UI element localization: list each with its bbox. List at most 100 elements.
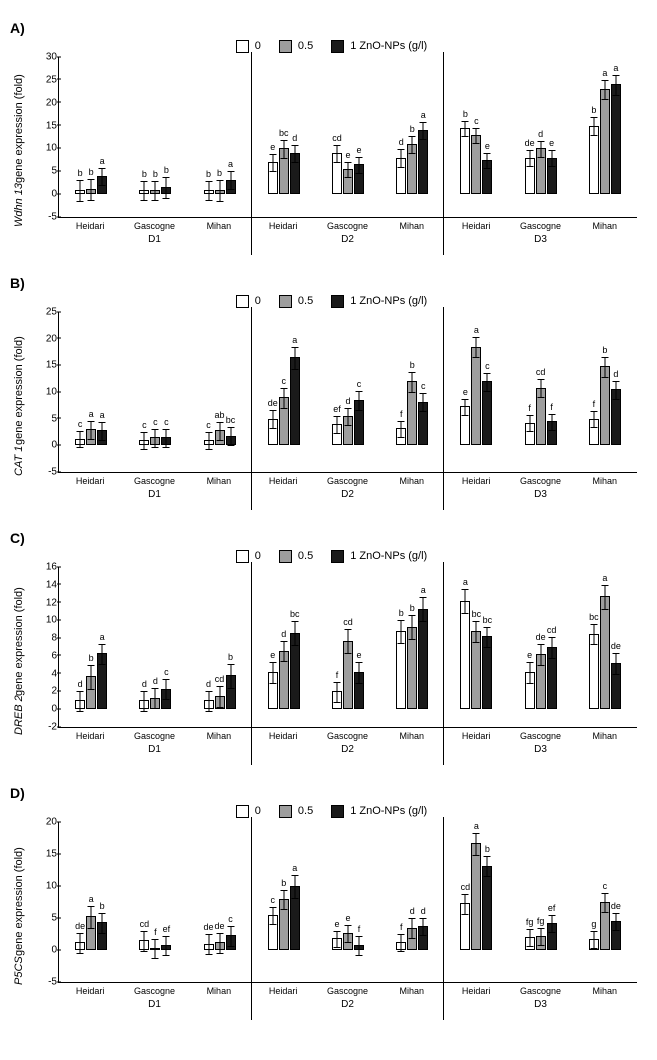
error-bar [465, 894, 466, 914]
bar: b [215, 190, 225, 195]
y-tick: 8 [29, 633, 57, 644]
sig-letter: de [75, 921, 85, 931]
x-label: Mihan [380, 473, 444, 486]
x-label: Heidari [251, 218, 315, 231]
error-bar [336, 682, 337, 703]
legend-item: 0.5 [273, 550, 313, 562]
bar-group: eef [316, 822, 380, 982]
bar: c [268, 915, 278, 950]
bar: a [290, 357, 300, 445]
x-label: Gascogne [122, 728, 186, 741]
error-bar [529, 150, 530, 166]
error-bar [423, 918, 424, 936]
sig-letter: d [142, 679, 147, 689]
sig-letter: f [400, 409, 403, 419]
x-label: Gascogne [315, 983, 379, 996]
error-bar [347, 629, 348, 654]
panel-B: B)00.51 ZnO-NPs (g/l)CAT 1 gene expressi… [10, 275, 647, 500]
panel-C: C)00.51 ZnO-NPs (g/l)DREB 2 gene express… [10, 530, 647, 755]
error-bar [347, 925, 348, 943]
bar: de [268, 419, 278, 446]
bar: e [482, 160, 492, 194]
bar-group: baa [573, 57, 637, 217]
error-bar [208, 432, 209, 449]
y-tick: 4 [29, 668, 57, 679]
sig-letter: c [164, 417, 169, 427]
y-tick: 10 [29, 143, 57, 154]
sig-letter: e [549, 138, 554, 148]
chart: P5CS gene expression (fold)-505101520dea… [10, 822, 647, 1010]
bar: de [75, 942, 85, 950]
bar: cd [460, 903, 470, 950]
sig-letter: d [399, 137, 404, 147]
legend-swatch [279, 295, 292, 308]
bar-group: ccc [123, 312, 187, 472]
error-bar [166, 429, 167, 448]
bar: c [204, 440, 214, 445]
error-bar [476, 833, 477, 856]
error-bar [155, 181, 156, 201]
error-bar [208, 934, 209, 954]
legend: 00.51 ZnO-NPs (g/l) [10, 550, 647, 563]
error-bar [155, 429, 156, 448]
bar: f [589, 419, 599, 446]
bar: a [290, 886, 300, 950]
sig-letter: b [164, 165, 169, 175]
error-bar [540, 141, 541, 157]
error-bar [401, 149, 402, 167]
bar: f [332, 691, 342, 709]
error-bar [551, 637, 552, 658]
x-label: Gascogne [508, 218, 572, 231]
bar: bc [589, 634, 599, 710]
bar: a [226, 180, 236, 195]
x-label: Heidari [444, 728, 508, 741]
error-bar [102, 422, 103, 441]
legend-item: 0 [230, 805, 261, 817]
bars-container: caaccccabbcdecaefdcfbceacfcdffbd [59, 312, 637, 472]
dose-label: D2 [251, 486, 444, 500]
error-bar [91, 421, 92, 440]
chart: CAT 1 gene expression (fold)-50510152025… [10, 312, 647, 500]
bar: e [547, 158, 557, 195]
error-bar [283, 641, 284, 662]
bar: a [418, 130, 428, 194]
sig-letter: c [164, 667, 169, 677]
panel-A: A)00.51 ZnO-NPs (g/l)Wdhn 13 gene expres… [10, 20, 647, 245]
bar: b [589, 126, 599, 195]
error-bar [412, 918, 413, 938]
x-label: Mihan [187, 983, 251, 996]
bar: c [418, 402, 428, 446]
error-bar [91, 179, 92, 201]
y-tick: 5 [29, 413, 57, 424]
bar-group: dedec [187, 822, 251, 982]
y-tick: -5 [29, 977, 57, 988]
error-bar [401, 421, 402, 438]
sig-letter: bc [226, 415, 236, 425]
legend: 00.51 ZnO-NPs (g/l) [10, 805, 647, 818]
sig-letter: c [78, 419, 83, 429]
bar: a [86, 916, 96, 950]
bar: b [75, 190, 85, 195]
bar: a [471, 347, 481, 446]
error-bar [219, 686, 220, 707]
sig-letter: a [463, 577, 468, 587]
panel-title: A) [10, 20, 647, 36]
sig-letter: c [206, 420, 211, 430]
bar: cd [536, 388, 546, 446]
panel-title: D) [10, 785, 647, 801]
bar: d [150, 698, 160, 710]
error-bar [144, 432, 145, 449]
plot-area: -20246810121416dbaddcdcdbedbcfcdebbaabcb… [58, 567, 637, 728]
sig-letter: d [292, 133, 297, 143]
bar: fg [525, 937, 535, 950]
bar: a [600, 89, 610, 194]
x-label: Gascogne [122, 983, 186, 996]
bar-group: dba [380, 57, 444, 217]
sig-letter: de [268, 398, 278, 408]
sig-letter: a [89, 409, 94, 419]
y-tick: 0 [29, 440, 57, 451]
bar: g [589, 939, 599, 950]
bar-group: bcade [573, 567, 637, 727]
bar: f [150, 948, 160, 950]
error-bar [144, 691, 145, 712]
